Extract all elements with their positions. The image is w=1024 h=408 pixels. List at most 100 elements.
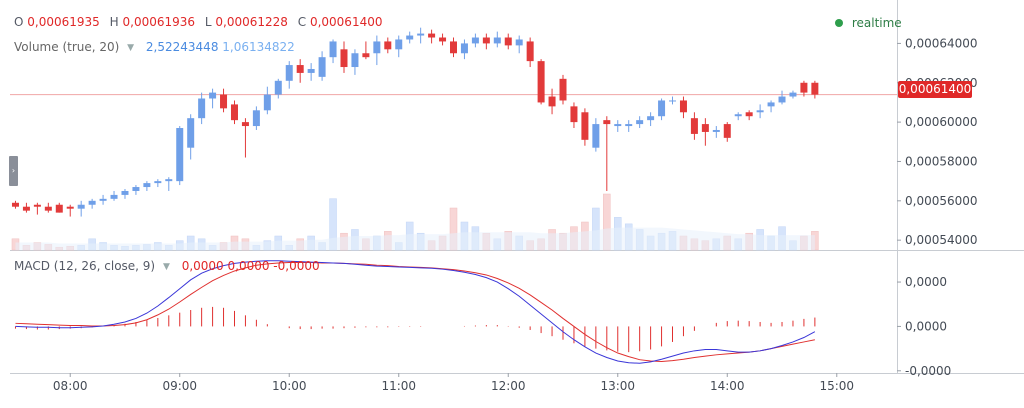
candle-body <box>274 80 282 95</box>
candle-body <box>230 104 238 121</box>
close-label: C <box>297 15 307 29</box>
macd-axis-label: -0,0000 <box>905 364 951 378</box>
candle-body <box>340 49 348 68</box>
macd-axis-label: 0,0000 <box>905 275 947 289</box>
candle-body <box>110 194 118 199</box>
candle-body <box>471 37 479 44</box>
candle-body <box>526 41 534 62</box>
macd-indicator-label[interactable]: MACD (12, 26, close, 9) <box>14 259 156 273</box>
candle-body <box>285 65 293 81</box>
candle-body <box>800 82 808 93</box>
candle-body <box>44 206 52 211</box>
candle-body <box>417 33 425 36</box>
macd-legend[interactable]: MACD (12, 26, close, 9) ▼ 0,0000 0,0000 … <box>14 258 320 275</box>
candle-body <box>11 202 19 207</box>
macd-values: 0,0000 0,0000 -0,0000 <box>181 259 320 273</box>
last-price-tag: 0,00061400 <box>898 81 972 98</box>
candle-body <box>428 33 436 38</box>
open-label: O <box>14 15 24 29</box>
candle-body <box>504 37 512 46</box>
candle-body <box>209 92 217 99</box>
close-value: 0,00061400 <box>309 15 383 29</box>
side-handle-icon[interactable]: › <box>9 156 18 186</box>
candle-body <box>406 35 414 40</box>
candle-body <box>187 118 195 148</box>
time-axis-label: 08:00 <box>53 379 88 393</box>
candle-body <box>669 100 677 102</box>
high-label: H <box>109 15 119 29</box>
candle-body <box>570 106 578 123</box>
candle-body <box>77 204 85 209</box>
candle-body <box>22 206 30 211</box>
candle-body <box>198 98 206 119</box>
candle-body <box>132 187 140 191</box>
candle-body <box>318 57 326 77</box>
price-axis-label: 0,00054000 <box>905 233 978 247</box>
candle-body <box>789 92 797 97</box>
candle-body <box>362 53 370 58</box>
candle-body <box>373 41 381 54</box>
candle-body <box>176 128 184 182</box>
low-label: L <box>204 15 212 29</box>
candle-body <box>329 41 337 58</box>
price-axis-label: 0,00060000 <box>905 115 978 129</box>
candle-body <box>723 124 731 138</box>
time-axis-label: 15:00 <box>819 379 854 393</box>
candle-body <box>88 200 96 205</box>
price-axis-label: 0,00058000 <box>905 154 978 168</box>
candle-body <box>592 124 600 148</box>
candle-body <box>811 82 819 95</box>
candle-body <box>384 41 392 50</box>
candle-body <box>614 124 622 127</box>
candle-body <box>767 102 775 107</box>
candle-body <box>439 37 447 42</box>
candle-body <box>154 181 162 184</box>
caret-down-icon[interactable]: ▼ <box>127 43 135 53</box>
time-axis-label: 14:00 <box>710 379 745 393</box>
candle-body <box>515 39 523 46</box>
candle-body <box>745 112 753 117</box>
volume-indicator-label[interactable]: Volume (true, 20) <box>14 40 120 54</box>
open-value: 0,00061935 <box>27 15 100 29</box>
candle-body <box>537 61 545 103</box>
volume-value: 2,52243448 <box>145 40 219 54</box>
candle-body <box>450 41 457 54</box>
candle-body <box>548 96 556 107</box>
time-axis-label: 11:00 <box>381 379 416 393</box>
candle-body <box>143 183 151 188</box>
candle-body <box>581 112 589 140</box>
candle-body <box>559 78 567 101</box>
candle-body <box>351 53 359 68</box>
candle-body <box>99 198 107 201</box>
candle-body <box>482 37 490 44</box>
candle-body <box>603 120 611 125</box>
macd-axis-label: 0,0000 <box>905 319 947 333</box>
candle-body <box>296 65 304 73</box>
candle-body <box>165 179 173 182</box>
candle-body <box>690 118 698 134</box>
time-axis-label: 09:00 <box>162 379 197 393</box>
candle-body <box>778 96 786 103</box>
realtime-label: realtime <box>851 16 902 30</box>
candle-body <box>625 124 633 127</box>
volume-ma-value: 1,06134822 <box>222 40 295 54</box>
volume-legend[interactable]: Volume (true, 20) ▼ 2,52243448 1,0613482… <box>14 39 295 56</box>
macd-line <box>15 260 816 364</box>
caret-down-icon[interactable]: ▼ <box>162 262 170 272</box>
candle-body <box>66 206 74 209</box>
candle-body <box>55 204 63 213</box>
price-axis-label: 0,00056000 <box>905 194 978 208</box>
ohlc-legend: O 0,00061935 H 0,00061936 L 0,00061228 C… <box>14 14 388 30</box>
low-value: 0,00061228 <box>215 15 288 29</box>
candle-body <box>756 110 764 113</box>
candle-body <box>636 120 644 125</box>
candle-body <box>220 94 228 109</box>
candle-body <box>647 116 655 121</box>
candle-body <box>121 190 129 195</box>
candle-body <box>679 100 687 113</box>
candle-body <box>395 39 403 50</box>
candle-body <box>241 122 249 127</box>
high-value: 0,00061936 <box>122 15 196 29</box>
